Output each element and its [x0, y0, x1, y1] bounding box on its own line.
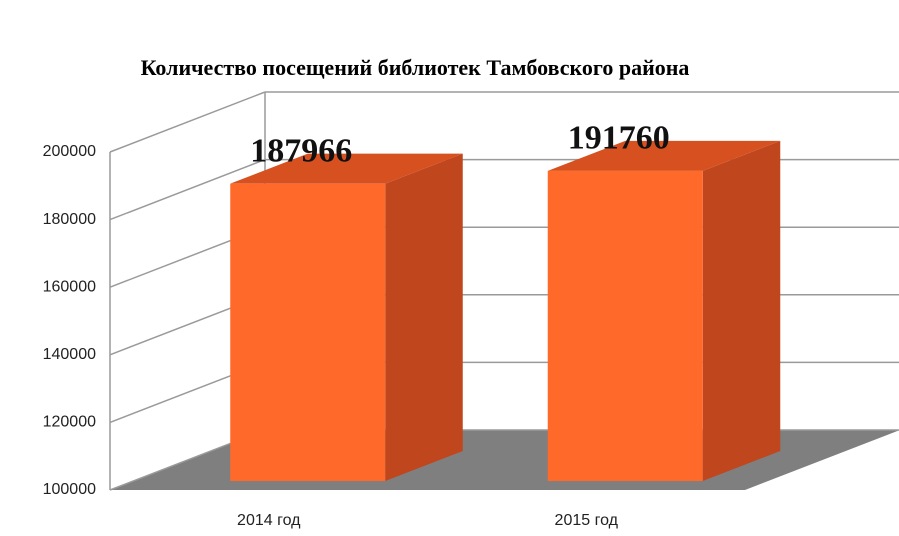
- grid-line: [109, 91, 266, 153]
- bar-top: [547, 140, 781, 171]
- floor: [110, 430, 899, 490]
- bar-top: [230, 153, 463, 184]
- data-label: 187966: [250, 132, 352, 169]
- y-tick-label: 160000: [43, 278, 96, 295]
- bar-side: [385, 153, 463, 481]
- y-tick-label: 180000: [43, 211, 96, 228]
- chart-title: Количество посещений библиотек Тамбовско…: [141, 55, 690, 80]
- x-tick-label: 2014 год: [237, 512, 301, 529]
- x-tick-label: 2015 год: [555, 512, 619, 529]
- y-tick-label: 100000: [43, 481, 96, 498]
- data-label: 191760: [568, 120, 670, 157]
- grid-line: [109, 158, 266, 221]
- y-tick-label: 200000: [43, 143, 96, 160]
- y-tick-label: 140000: [43, 346, 96, 363]
- y-tick-label: 120000: [43, 414, 96, 431]
- bar: [230, 183, 386, 481]
- bar-side: [702, 140, 781, 481]
- bar: [547, 170, 703, 481]
